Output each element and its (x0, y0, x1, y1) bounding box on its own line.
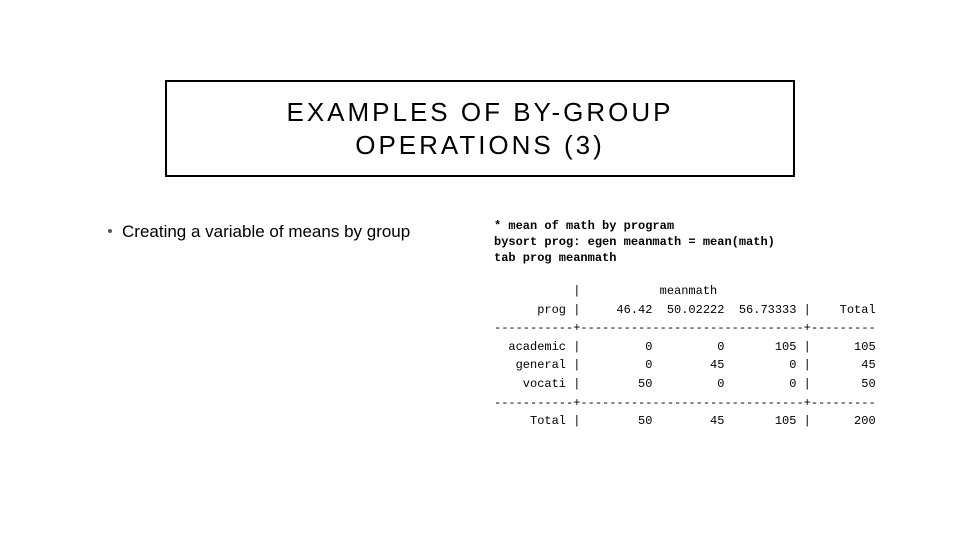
bullet-item: Creating a variable of means by group (108, 222, 410, 242)
title-line-2: OPERATIONS (3) (355, 130, 605, 160)
stata-output-table: | meanmath prog | 46.42 50.02222 56.7333… (494, 282, 876, 431)
bullet-text: Creating a variable of means by group (122, 222, 410, 241)
slide-title: EXAMPLES OF BY-GROUP OPERATIONS (3) (187, 96, 773, 161)
code-block: * mean of math by program bysort prog: e… (494, 218, 775, 267)
code-line-3: tab prog meanmath (494, 251, 616, 265)
title-line-1: EXAMPLES OF BY-GROUP (286, 97, 673, 127)
code-line-2: bysort prog: egen meanmath = mean(math) (494, 235, 775, 249)
title-box: EXAMPLES OF BY-GROUP OPERATIONS (3) (165, 80, 795, 177)
bullet-dot-icon (108, 229, 112, 233)
slide: EXAMPLES OF BY-GROUP OPERATIONS (3) Crea… (0, 0, 960, 540)
code-line-1: * mean of math by program (494, 219, 674, 233)
